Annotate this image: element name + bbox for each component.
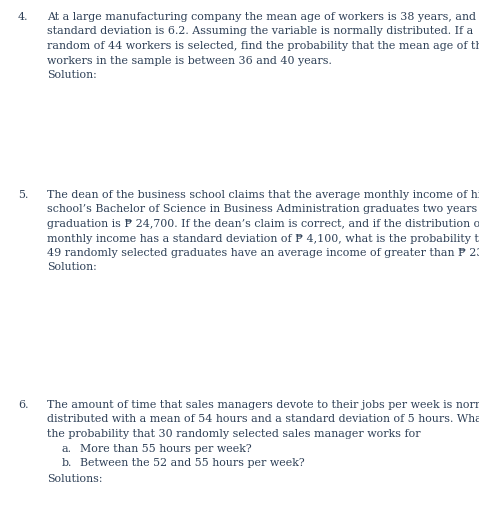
Text: the probability that 30 randomly selected sales manager works for: the probability that 30 randomly selecte…: [47, 429, 421, 439]
Text: 6.: 6.: [18, 400, 28, 410]
Text: 4.: 4.: [18, 12, 28, 22]
Text: school’s Bachelor of Science in Business Administration graduates two years afte: school’s Bachelor of Science in Business…: [47, 204, 479, 215]
Text: random of 44 workers is selected, find the probability that the mean age of the: random of 44 workers is selected, find t…: [47, 41, 479, 51]
Text: distributed with a mean of 54 hours and a standard deviation of 5 hours. What is: distributed with a mean of 54 hours and …: [47, 415, 479, 424]
Text: standard deviation is 6.2. Assuming the variable is normally distributed. If a: standard deviation is 6.2. Assuming the …: [47, 27, 473, 36]
Text: Solution:: Solution:: [47, 70, 97, 80]
Text: The amount of time that sales managers devote to their jobs per week is normally: The amount of time that sales managers d…: [47, 400, 479, 410]
Text: 5.: 5.: [18, 190, 28, 200]
Text: At a large manufacturing company the mean age of workers is 38 years, and the: At a large manufacturing company the mea…: [47, 12, 479, 22]
Text: Solutions:: Solutions:: [47, 475, 103, 484]
Text: Solution:: Solution:: [47, 263, 97, 272]
Text: Between the 52 and 55 hours per week?: Between the 52 and 55 hours per week?: [80, 458, 305, 468]
Text: graduation is ₱ 24,700. If the dean’s claim is correct, and if the distribution : graduation is ₱ 24,700. If the dean’s cl…: [47, 219, 479, 229]
Text: b.: b.: [62, 458, 72, 468]
Text: 49 randomly selected graduates have an average income of greater than ₱ 23,300?: 49 randomly selected graduates have an a…: [47, 248, 479, 258]
Text: More than 55 hours per week?: More than 55 hours per week?: [80, 443, 252, 454]
Text: a.: a.: [62, 443, 72, 454]
Text: workers in the sample is between 36 and 40 years.: workers in the sample is between 36 and …: [47, 55, 332, 66]
Text: monthly income has a standard deviation of ₱ 4,100, what is the probability that: monthly income has a standard deviation …: [47, 233, 479, 244]
Text: The dean of the business school claims that the average monthly income of his: The dean of the business school claims t…: [47, 190, 479, 200]
